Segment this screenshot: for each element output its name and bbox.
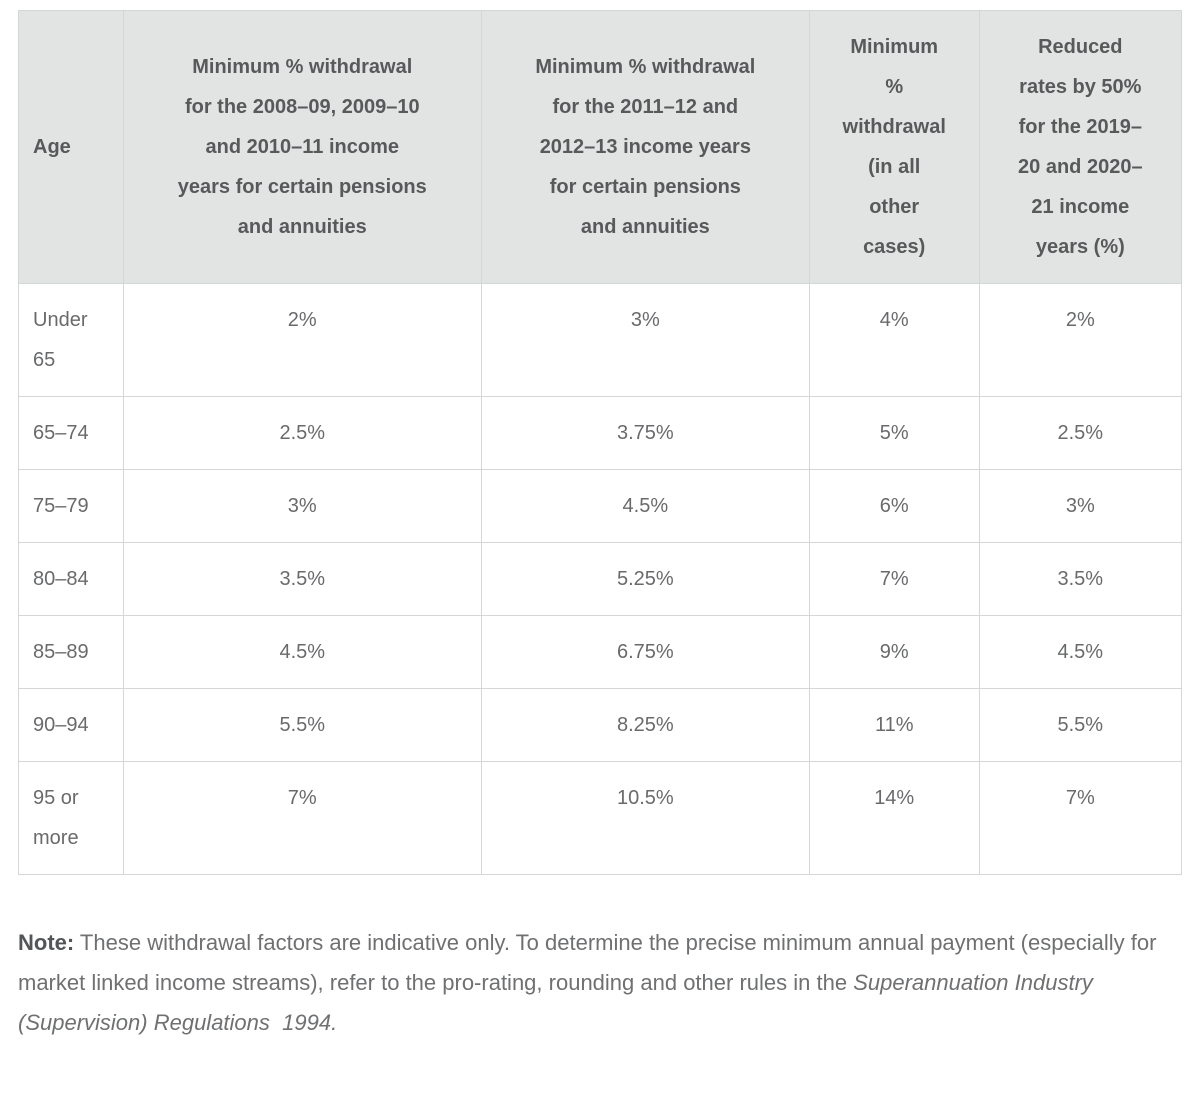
table-header: Age Minimum % withdrawal for the 2008–09… <box>18 10 1183 284</box>
table-row-75-79: 75–79 3% 4.5% 6% 3% <box>18 469 1183 543</box>
value-cell: 2% <box>122 283 482 397</box>
value-cell: 6.75% <box>480 615 810 689</box>
value-cell: 2.5% <box>978 396 1183 470</box>
value-cell: 5.5% <box>122 688 482 762</box>
footnote: Note: These withdrawal factors are indic… <box>18 923 1182 1043</box>
value-cell: 2.5% <box>122 396 482 470</box>
age-cell: 75–79 <box>18 469 124 543</box>
value-cell: 3% <box>978 469 1183 543</box>
withdrawal-rates-table: Age Minimum % withdrawal for the 2008–09… <box>18 10 1183 875</box>
header-cell-2008-11-withdrawal: Minimum % withdrawal for the 2008–09, 20… <box>122 10 482 284</box>
value-cell: 10.5% <box>480 761 810 875</box>
age-cell: 65–74 <box>18 396 124 470</box>
value-cell: 3% <box>122 469 482 543</box>
value-cell: 7% <box>808 542 980 616</box>
footnote-text: These withdrawal factors are indicative … <box>18 930 1157 996</box>
value-cell: 8.25% <box>480 688 810 762</box>
value-cell: 3.75% <box>480 396 810 470</box>
header-cell-age: Age <box>18 10 124 284</box>
value-cell: 5.25% <box>480 542 810 616</box>
value-cell: 2% <box>978 283 1183 397</box>
table-row-under-65: Under 65 2% 3% 4% 2% <box>18 283 1183 397</box>
value-cell: 3% <box>480 283 810 397</box>
table-row-90-94: 90–94 5.5% 8.25% 11% 5.5% <box>18 688 1183 762</box>
header-cell-2011-13-withdrawal: Minimum % withdrawal for the 2011–12 and… <box>480 10 810 284</box>
age-cell: Under 65 <box>18 283 124 397</box>
table-row-95-or-more: 95 or more 7% 10.5% 14% 7% <box>18 761 1183 875</box>
value-cell: 7% <box>978 761 1183 875</box>
value-cell: 4.5% <box>978 615 1183 689</box>
age-cell: 95 or more <box>18 761 124 875</box>
value-cell: 4% <box>808 283 980 397</box>
table-row-80-84: 80–84 3.5% 5.25% 7% 3.5% <box>18 542 1183 616</box>
value-cell: 11% <box>808 688 980 762</box>
value-cell: 14% <box>808 761 980 875</box>
value-cell: 3.5% <box>122 542 482 616</box>
value-cell: 3.5% <box>978 542 1183 616</box>
footnote-label: Note: <box>18 930 75 955</box>
header-cell-reduced-rates: Reduced rates by 50% for the 2019– 20 an… <box>978 10 1183 284</box>
value-cell: 9% <box>808 615 980 689</box>
table-body: Under 65 2% 3% 4% 2% 65–74 2.5% 3.75% 5%… <box>18 283 1183 875</box>
header-row: Age Minimum % withdrawal for the 2008–09… <box>18 10 1183 284</box>
table-row-65-74: 65–74 2.5% 3.75% 5% 2.5% <box>18 396 1183 470</box>
age-cell: 85–89 <box>18 615 124 689</box>
header-cell-other-cases-withdrawal: Minimum % withdrawal (in all other cases… <box>808 10 980 284</box>
value-cell: 5.5% <box>978 688 1183 762</box>
age-cell: 90–94 <box>18 688 124 762</box>
value-cell: 7% <box>122 761 482 875</box>
value-cell: 4.5% <box>122 615 482 689</box>
value-cell: 6% <box>808 469 980 543</box>
value-cell: 4.5% <box>480 469 810 543</box>
table-row-85-89: 85–89 4.5% 6.75% 9% 4.5% <box>18 615 1183 689</box>
age-cell: 80–84 <box>18 542 124 616</box>
value-cell: 5% <box>808 396 980 470</box>
footnote-citation: Superannuation Industry (Supervision) Re… <box>18 970 1093 1036</box>
